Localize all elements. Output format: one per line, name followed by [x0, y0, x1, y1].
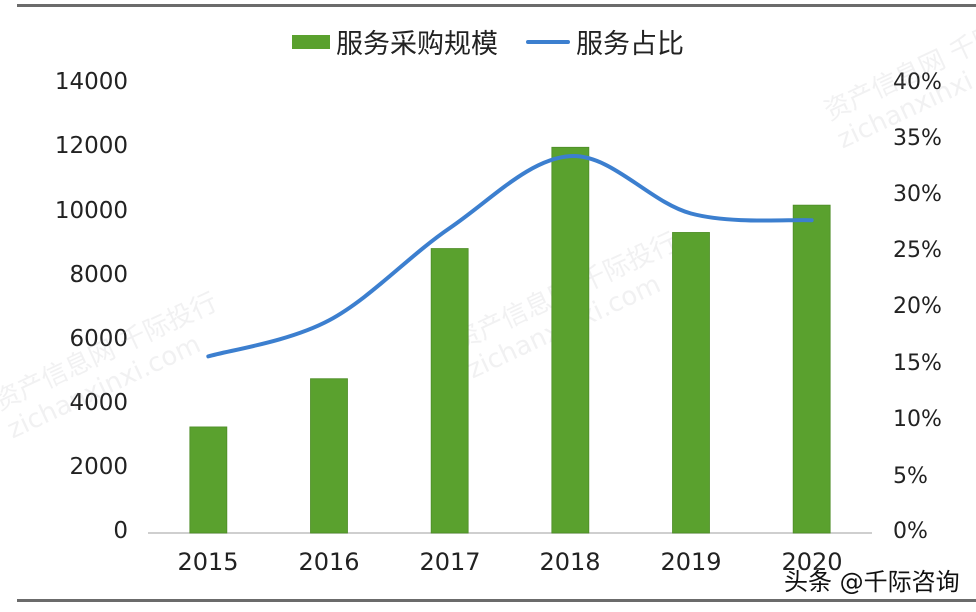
- legend-item-bar: 服务采购规模: [292, 22, 498, 61]
- top-frame-line: [17, 4, 976, 7]
- right-axis-tick: 35%: [893, 126, 942, 151]
- x-axis-tick: 2018: [539, 548, 601, 576]
- bar-2015: [189, 426, 228, 534]
- right-axis-tick: 20%: [893, 294, 942, 319]
- source-credit: 头条 @千际咨询: [784, 568, 960, 596]
- x-axis-tick: 2017: [419, 548, 481, 576]
- bar-2016: [310, 378, 348, 534]
- left-axis-tick: 0: [113, 518, 128, 544]
- right-axis-tick: 0%: [893, 519, 928, 544]
- right-axis-tick: 40%: [893, 70, 942, 95]
- right-axis-tick: 25%: [893, 238, 942, 263]
- bar-2017: [430, 248, 469, 534]
- legend-bar-label: 服务采购规模: [336, 29, 498, 60]
- bar-swatch-icon: [292, 34, 330, 49]
- left-axis-tick: 2000: [69, 454, 128, 480]
- x-axis-tick: 2015: [177, 548, 239, 576]
- bottom-frame-line: [17, 599, 976, 602]
- bar-2020: [792, 204, 831, 534]
- bar-series: [189, 146, 831, 534]
- chart-legend: 服务采购规模 服务占比: [0, 22, 976, 61]
- bar-2019: [672, 232, 710, 534]
- x-axis-tick: 2016: [298, 548, 360, 576]
- x-axis-tick: 2020: [781, 548, 843, 576]
- right-axis-tick: 15%: [893, 351, 942, 376]
- x-axis-tick: 2019: [660, 548, 722, 576]
- left-axis-tick: 6000: [69, 326, 128, 352]
- line-series: [206, 154, 814, 359]
- left-axis-tick: 14000: [54, 69, 128, 95]
- left-axis-tick: 8000: [69, 262, 128, 288]
- bar-2018: [551, 146, 590, 534]
- legend-line-label: 服务占比: [576, 29, 684, 60]
- left-axis-tick: 10000: [54, 198, 128, 224]
- right-axis-tick: 10%: [893, 407, 942, 432]
- right-axis-tick: 5%: [893, 464, 928, 489]
- left-axis-tick: 12000: [54, 133, 128, 159]
- line-swatch-icon: [526, 39, 570, 44]
- legend-item-line: 服务占比: [526, 22, 684, 61]
- left-axis-tick: 4000: [69, 390, 128, 416]
- right-axis-tick: 30%: [893, 182, 942, 207]
